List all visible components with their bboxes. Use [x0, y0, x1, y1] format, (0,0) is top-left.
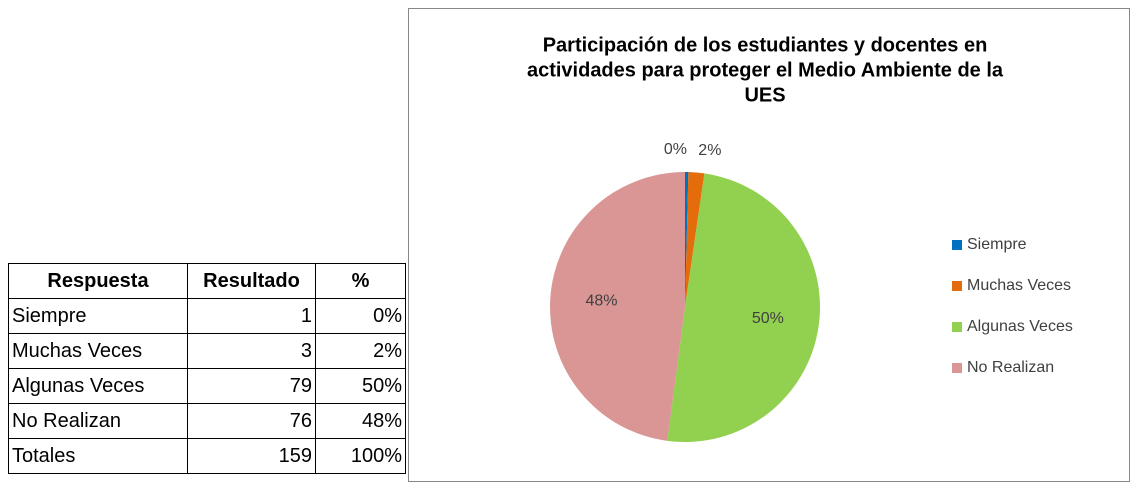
legend-swatch: [952, 240, 962, 250]
table-cell: Muchas Veces: [8, 333, 188, 369]
header-row: Respuesta Resultado%: [8, 263, 406, 299]
table-cell: Siempre: [8, 298, 188, 334]
pie-slice: [685, 172, 705, 307]
table-row: Algunas Veces 79 50%: [8, 368, 406, 404]
legend-label: Algunas Veces: [967, 318, 1073, 335]
data-table: Respuesta Resultado% Siempre 1 0% Muchas Vec…: [8, 263, 406, 474]
chart-title: Participación de los estudiantes y docen…: [543, 34, 988, 56]
table-cell: 159: [187, 438, 316, 474]
header-cell: Respuesta: [8, 263, 188, 299]
data-label: 48%: [585, 293, 617, 310]
table-cell: 76: [187, 403, 316, 439]
table-cell: 100%: [315, 438, 406, 474]
table-cell: Algunas Veces: [8, 368, 188, 404]
table-cell: 3: [187, 333, 316, 369]
legend-label: Muchas Veces: [967, 277, 1071, 294]
table-row: Totales 159 100%: [8, 438, 406, 474]
data-label: 0%: [664, 141, 687, 158]
legend-label: No Realizan: [967, 359, 1054, 376]
pie-slice: [549, 172, 685, 441]
table-cell: 2%: [315, 333, 406, 369]
chart-title: UES: [744, 84, 785, 106]
legend-swatch: [952, 281, 962, 291]
table-body: Siempre 1 0% Muchas Veces 3 2% Algunas Veces 79…: [8, 298, 406, 474]
legend-swatch: [952, 363, 962, 373]
chart-frame: [408, 8, 1130, 482]
table-row: Muchas Veces 3 2%: [8, 333, 406, 369]
pie-slice: [667, 173, 821, 443]
table-cell: 79: [187, 368, 316, 404]
legend-label: Siempre: [967, 236, 1027, 253]
legend-swatch: [952, 322, 962, 332]
table-cell: 48%: [315, 403, 406, 439]
pie-slice: [685, 172, 689, 307]
table-cell: Totales: [8, 438, 188, 474]
data-label: 50%: [752, 310, 784, 327]
header-cell: Resultado: [187, 263, 316, 299]
table-row: Siempre 1 0%: [8, 298, 406, 334]
table-cell: 0%: [315, 298, 406, 334]
chart-title: actividades para proteger el Medio Ambie…: [527, 59, 1004, 81]
data-label: 2%: [698, 142, 721, 159]
